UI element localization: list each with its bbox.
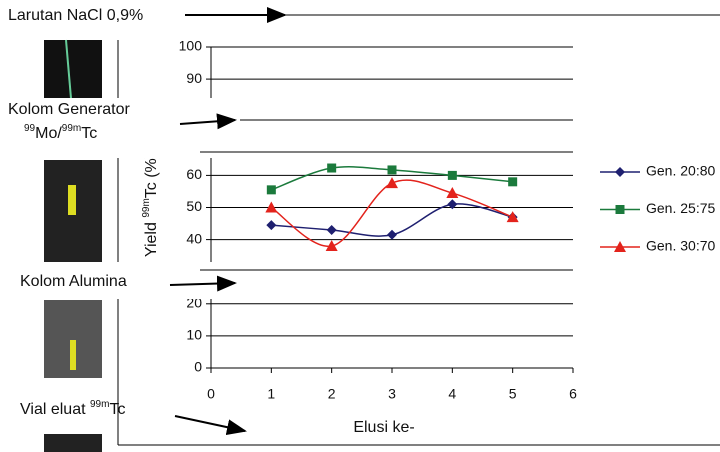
x-tick-label: 1 — [267, 386, 275, 402]
marker — [325, 240, 338, 252]
legend-marker — [615, 205, 625, 214]
photo-detail — [70, 340, 76, 370]
y-tick-label: 40 — [186, 230, 202, 246]
y-tick-label: 100 — [179, 38, 203, 54]
legend-label: Gen. 25:75 — [646, 200, 715, 216]
y-axis-label-part: Tc (%) — [143, 153, 160, 198]
annotation-part: Tc — [109, 401, 125, 418]
marker — [265, 201, 278, 213]
legend-label: Gen. 30:70 — [646, 238, 715, 254]
legend-marker — [615, 167, 625, 177]
x-tick-label: 4 — [448, 386, 456, 402]
photo-detail — [68, 185, 76, 215]
legend-label: Gen. 20:80 — [646, 163, 715, 179]
annotation: Kolom Generator — [8, 101, 131, 118]
x-tick-label: 3 — [388, 386, 396, 402]
legend-marker — [614, 241, 626, 252]
y-axis-label-sup: 99m — [141, 198, 152, 217]
annotation-sup: 99m — [90, 399, 109, 410]
marker — [447, 170, 457, 180]
annotation: Vial eluat 99mTc — [20, 399, 125, 419]
y-tick-label: 10 — [186, 327, 202, 343]
overlay-box — [0, 98, 575, 158]
marker — [326, 224, 337, 235]
arrow — [179, 113, 237, 130]
y-tick-label: 0 — [194, 359, 202, 375]
marker — [266, 220, 277, 231]
overlay-box — [0, 262, 575, 299]
y-axis-label-part: Yield — [143, 218, 160, 257]
x-tick-label: 5 — [509, 386, 517, 402]
x-tick-label: 2 — [328, 386, 336, 402]
marker — [446, 187, 459, 199]
marker — [327, 163, 337, 173]
annotation-part: Tc — [81, 125, 97, 142]
annotation-sup: 99m — [62, 123, 81, 134]
marker — [387, 229, 397, 240]
photo — [44, 434, 102, 452]
x-tick-label: 6 — [569, 386, 577, 402]
annotation-part: Mo/ — [35, 125, 62, 142]
marker — [266, 185, 276, 195]
marker — [508, 177, 518, 187]
overlay: Larutan NaCl 0,9% Kolom Generator 99Mo/9… — [0, 7, 575, 436]
marker — [447, 199, 458, 210]
y-tick-label: 50 — [186, 198, 202, 214]
arrow — [169, 275, 237, 292]
annotation: 99Mo/99mTc — [24, 123, 97, 143]
plot: 01020304050607080901000123456Elusi ke-Yi… — [141, 38, 716, 437]
marker — [506, 211, 519, 223]
annotation-part: Vial eluat — [20, 401, 90, 418]
marker — [387, 165, 397, 175]
annotation-sup: 99 — [24, 123, 36, 134]
y-tick-label: 90 — [186, 70, 202, 86]
marker — [386, 177, 398, 189]
y-tick-label: 60 — [186, 166, 202, 182]
x-axis-label: Elusi ke- — [353, 419, 414, 436]
y-axis-label: Yield 99mTc (%) — [141, 153, 161, 257]
arrow — [174, 415, 247, 436]
x-tick-label: 0 — [207, 386, 215, 402]
annotation: Larutan NaCl 0,9% — [8, 7, 143, 24]
annotation: Kolom Alumina — [20, 273, 127, 290]
